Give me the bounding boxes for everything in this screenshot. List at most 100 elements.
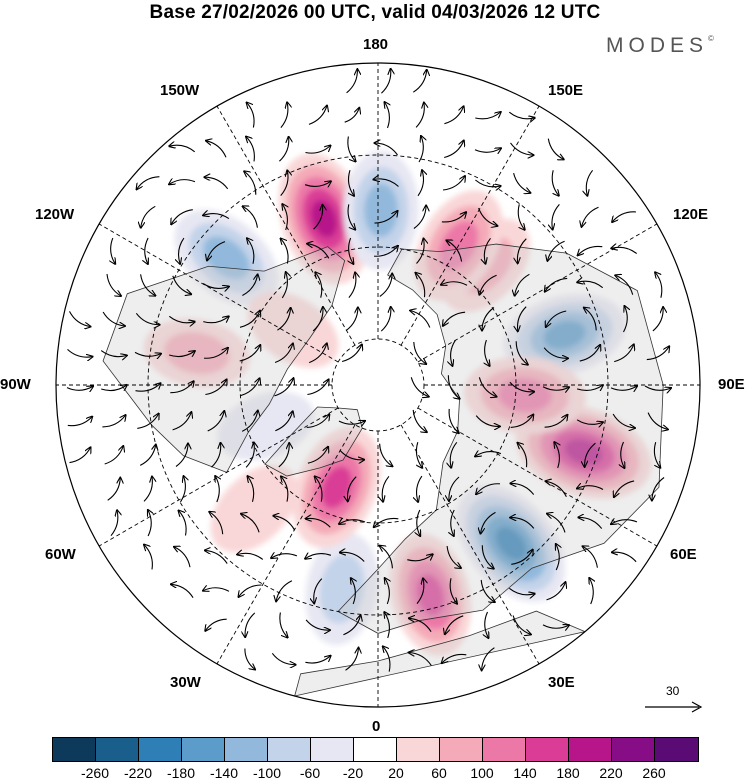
wind-vector — [644, 385, 671, 390]
wind-vector — [348, 476, 357, 502]
anomaly-contour — [495, 526, 527, 561]
wind-vector — [482, 647, 495, 671]
wind-vector — [416, 239, 425, 264]
wind-vector — [348, 170, 354, 196]
brand-text: MODES — [606, 34, 709, 57]
wind-vector — [248, 476, 255, 502]
wind-vector — [510, 483, 535, 495]
wind-vector — [106, 273, 121, 296]
colorbar-ticks: -260 -220 -180 -140 -100 -60 -20 20 60 100 140 180 2… — [0, 765, 750, 783]
anomaly-contour — [319, 554, 365, 624]
wind-vector — [243, 206, 258, 228]
wind-vector — [544, 415, 568, 428]
wind-vector — [409, 618, 432, 632]
wind-vector — [449, 578, 457, 603]
wind-vector — [305, 619, 330, 630]
wind-vector — [145, 237, 148, 264]
wind-vector — [518, 306, 527, 332]
wind-vector — [281, 476, 289, 502]
colorbar-swatch — [440, 738, 483, 761]
wind-vector — [241, 514, 260, 533]
wind-vector — [542, 387, 569, 390]
meridian-line — [216, 105, 356, 346]
wind-vector — [418, 136, 423, 163]
colorbar-tick-label: 100 — [470, 765, 494, 781]
wind-vector — [446, 240, 463, 262]
wind-vector — [179, 237, 185, 264]
wind-vector — [610, 386, 637, 390]
wind-vector — [66, 386, 93, 390]
wind-vector — [510, 142, 534, 155]
wind-vector — [474, 148, 501, 152]
wind-vector — [203, 588, 230, 592]
wind-vector — [135, 383, 161, 392]
wind-vector — [515, 341, 528, 364]
wind-vector — [547, 138, 563, 160]
wind-vector — [206, 141, 227, 158]
colorbar-swatch — [53, 738, 96, 761]
wind-vector — [179, 511, 187, 536]
wind-vector — [69, 447, 91, 464]
wind-vector — [309, 343, 327, 364]
wind-vector — [612, 552, 637, 563]
wind-vector — [577, 486, 604, 490]
wind-vector — [102, 415, 125, 428]
anomaly-contour — [497, 378, 552, 413]
wind-vector — [247, 103, 255, 128]
wind-vector — [413, 70, 426, 93]
wind-vector — [444, 106, 463, 125]
wind-vector — [209, 512, 224, 535]
wind-vector — [475, 415, 500, 427]
wind-vector — [205, 550, 228, 564]
modes-logo: MODES© — [606, 34, 714, 58]
wind-vector — [485, 611, 489, 638]
map-border — [55, 62, 701, 708]
wind-vector — [135, 312, 159, 324]
wind-vector — [508, 587, 534, 594]
colorbar-swatch — [612, 738, 655, 761]
wind-vector — [441, 212, 466, 223]
wind-vector — [417, 475, 423, 502]
wind-vector — [615, 275, 634, 295]
wind-vector — [652, 477, 665, 501]
map-disc — [56, 63, 700, 707]
wind-vector — [204, 177, 229, 190]
wind-vector — [374, 517, 399, 527]
wind-vector — [511, 550, 532, 565]
colorbar-swatch — [655, 738, 698, 761]
wind-vector — [447, 375, 459, 398]
wind-vector — [546, 481, 567, 498]
wind-vector — [417, 509, 420, 536]
wind-vector — [207, 411, 225, 432]
colorbar-swatch — [569, 738, 612, 761]
lon-label-60w: 60W — [45, 546, 76, 563]
wind-vector — [168, 315, 194, 322]
lon-label-60e: 60E — [670, 546, 697, 563]
wind-vector — [215, 476, 219, 503]
meridian-line — [400, 424, 540, 665]
wind-vector — [278, 443, 289, 468]
wind-vector — [346, 69, 358, 94]
wind-vector — [172, 412, 192, 431]
wind-vector — [239, 584, 262, 597]
wind-vector — [375, 143, 398, 156]
wind-vector — [513, 172, 531, 193]
wind-vector — [306, 518, 331, 528]
wind-vector — [141, 205, 156, 227]
wind-vector — [484, 237, 491, 263]
wind-vector — [203, 316, 228, 324]
wind-vector — [611, 520, 638, 524]
wind-vector — [547, 240, 565, 261]
wind-vector — [374, 246, 398, 257]
wind-vector — [585, 442, 596, 467]
wind-vector — [515, 273, 530, 295]
anomaly-contour — [164, 331, 230, 375]
lon-label-150e: 150E — [548, 82, 584, 99]
colorbar-swatch — [139, 738, 182, 761]
wind-vector — [247, 238, 255, 264]
wind-vector — [341, 345, 362, 363]
meridian-line — [216, 424, 356, 665]
wind-vector — [621, 441, 625, 468]
wind-vector — [623, 306, 628, 333]
colorbar-swatch — [483, 738, 526, 761]
